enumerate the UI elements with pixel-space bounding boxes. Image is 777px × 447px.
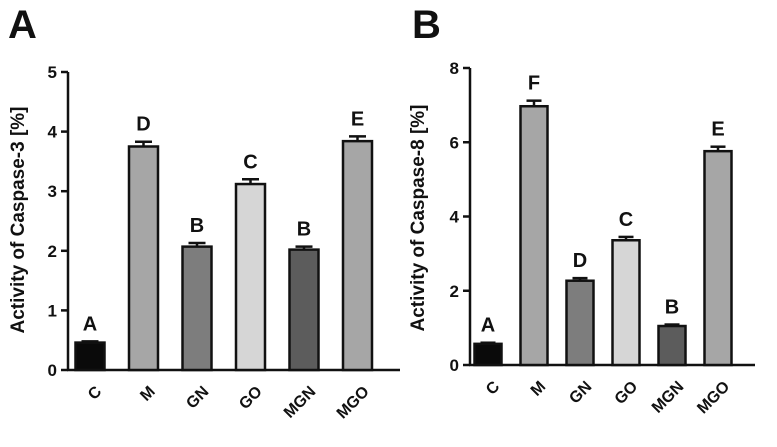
bars xyxy=(74,135,374,372)
category-label: GO xyxy=(236,383,266,413)
bar xyxy=(234,182,267,372)
y-tick-label: 2 xyxy=(450,282,459,301)
bar xyxy=(565,279,595,367)
significance-label: C xyxy=(243,151,257,173)
y-tick-label: 4 xyxy=(450,208,460,227)
bar xyxy=(288,248,320,372)
category-label: MGN xyxy=(649,378,687,416)
category-label: GO xyxy=(612,378,642,408)
labels: A C D M B GN C GO B MGN E MGO xyxy=(83,108,373,422)
bar xyxy=(74,341,106,372)
y-tick-label: 0 xyxy=(450,356,459,375)
category-label: MGO xyxy=(334,383,373,422)
y-tick-label: 1 xyxy=(48,301,57,320)
y-tick-label: 4 xyxy=(48,123,58,142)
y-tick-label: 2 xyxy=(48,242,57,261)
significance-label: E xyxy=(351,108,364,130)
category-label: C xyxy=(85,383,106,404)
panel-a: A Activity of Caspase-3 [%] 0 1 2 3 4 5 A C D M B… xyxy=(8,3,400,422)
significance-label: A xyxy=(481,315,495,337)
significance-label: D xyxy=(573,250,587,272)
category-label: MGN xyxy=(281,383,319,421)
bar xyxy=(341,139,374,372)
significance-label: B xyxy=(297,219,311,241)
bar xyxy=(181,245,213,372)
y-tick-label: 0 xyxy=(48,361,57,380)
significance-label: A xyxy=(83,313,97,335)
bar xyxy=(657,324,687,367)
significance-label: C xyxy=(619,209,633,231)
bar xyxy=(473,342,503,367)
category-label: GN xyxy=(183,383,212,412)
significance-label: F xyxy=(528,73,540,95)
y-axis-label: Activity of Caspase-8 [%] xyxy=(408,104,429,331)
y-tick-label: 3 xyxy=(48,182,57,201)
bar xyxy=(703,149,733,367)
y-tick-label: 8 xyxy=(450,59,459,78)
significance-label: B xyxy=(190,215,204,237)
bar xyxy=(519,104,549,367)
significance-label: D xyxy=(136,114,150,136)
y-tick-label: 6 xyxy=(450,133,459,152)
category-label: GN xyxy=(566,378,595,407)
bar xyxy=(127,145,160,372)
significance-label: B xyxy=(665,297,679,319)
category-label: M xyxy=(528,378,549,399)
category-label: C xyxy=(483,378,504,399)
panel-letter: B xyxy=(412,3,441,47)
bar xyxy=(611,239,641,367)
y-tick-label: 5 xyxy=(48,63,57,82)
panel-b: B Activity of Caspase-8 [%] 0 2 4 6 8 A C F M D G… xyxy=(408,3,755,417)
category-label: MGO xyxy=(694,378,733,417)
category-label: M xyxy=(137,383,158,404)
bars xyxy=(473,99,733,367)
significance-label: E xyxy=(711,119,724,141)
y-axis-label: Activity of Caspase-3 [%] xyxy=(8,106,29,333)
panel-letter: A xyxy=(8,3,37,47)
